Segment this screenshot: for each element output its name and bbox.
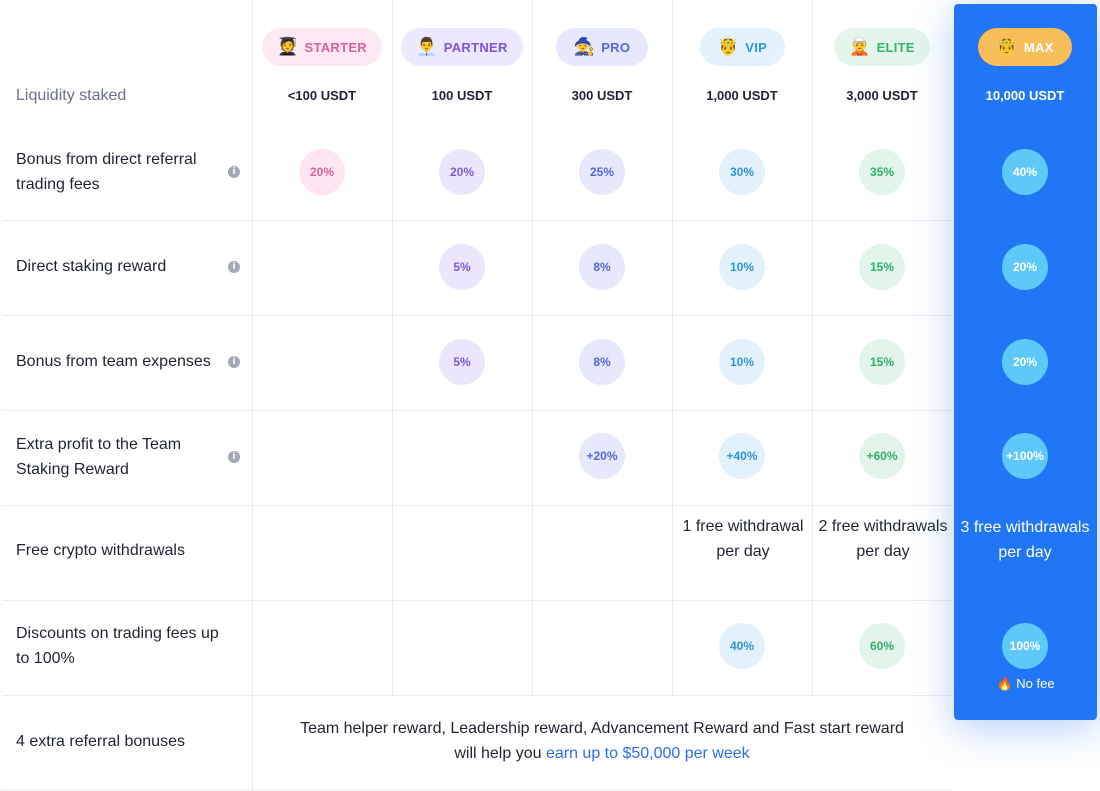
tier-amount-starter: <100 USDT: [287, 88, 357, 103]
extra-bonuses-line2: will help you earn up to $50,000 per wee…: [454, 745, 750, 762]
row-label-extra-bonuses: 4 extra referral bonuses: [16, 733, 185, 750]
tier-name: STARTER: [304, 39, 367, 55]
tier-amount-vip: 1,000 USDT: [706, 88, 778, 103]
tier-amount-elite: 3,000 USDT: [846, 88, 918, 103]
row-label-withdrawals: Free crypto withdrawals: [16, 542, 185, 559]
tier-name: ELITE: [876, 39, 915, 55]
row-label-liquidity: Liquidity staked: [16, 87, 127, 104]
extra-bonuses-line1: Team helper reward, Leadership reward, A…: [300, 720, 904, 737]
student-icon: 🧑‍🎓: [277, 37, 299, 57]
info-icon[interactable]: i: [228, 166, 240, 178]
row-bg: [2, 600, 952, 695]
info-icon[interactable]: i: [228, 261, 240, 273]
row-bg: [2, 410, 952, 505]
tier-name: MAX: [1023, 39, 1054, 55]
tier-pill-max[interactable]: 🤴 MAX: [978, 28, 1072, 66]
tier-amount-partner: 100 USDT: [431, 88, 493, 103]
prince-icon: 🤴: [717, 37, 740, 57]
row-divider: [2, 505, 952, 506]
row-divider: [2, 600, 952, 601]
withdrawal-text-elite: 2 free withdrawals per day: [818, 518, 948, 560]
value-circle: 20%: [439, 149, 485, 195]
value-circle: 35%: [859, 149, 905, 195]
value-circle: 25%: [579, 149, 625, 195]
businessman-icon: 👨‍💼: [416, 37, 438, 57]
value-circle: 8%: [579, 244, 625, 290]
row-label-team-expenses: Bonus from team expenses: [16, 353, 211, 370]
row-divider: [2, 315, 952, 316]
info-icon[interactable]: i: [228, 451, 240, 463]
king-icon: 🤴: [996, 37, 1018, 57]
value-circle: 5%: [439, 244, 485, 290]
row-divider: [2, 789, 952, 790]
tier-pill-pro[interactable]: 🧙 PRO: [556, 28, 648, 66]
value-circle: 100%: [1002, 623, 1048, 669]
tier-name: PARTNER: [443, 39, 508, 55]
fire-icon: 🔥: [996, 677, 1013, 692]
value-circle: +40%: [719, 433, 765, 479]
extra-bonuses-description: Team helper reward, Leadership reward, A…: [252, 716, 952, 766]
withdrawal-text-vip: 1 free withdrawal per day: [682, 518, 804, 560]
value-circle: 5%: [439, 339, 485, 385]
value-circle: 60%: [859, 623, 905, 669]
no-fee-note: 🔥 No fee: [996, 676, 1055, 692]
value-circle: 20%: [1002, 339, 1048, 385]
value-circle: 8%: [579, 339, 625, 385]
tier-amount-pro: 300 USDT: [571, 88, 633, 103]
value-circle: 40%: [1002, 149, 1048, 195]
tier-pill-starter[interactable]: 🧑‍🎓 STARTER: [262, 28, 382, 66]
value-circle: +60%: [859, 433, 905, 479]
row-label-discounts: Discounts on trading fees up to 100%: [16, 625, 219, 667]
value-circle: 10%: [719, 339, 765, 385]
tier-pill-vip[interactable]: 🤴 VIP: [700, 28, 785, 66]
row-divider: [2, 220, 952, 221]
value-circle: 10%: [719, 244, 765, 290]
value-circle: 40%: [719, 623, 765, 669]
tier-pill-elite[interactable]: 🧝 ELITE: [834, 28, 930, 66]
row-label-extra-profit: Extra profit to the Team Staking Reward: [16, 436, 182, 478]
info-icon[interactable]: i: [228, 356, 240, 368]
column-divider: [672, 0, 673, 695]
column-divider: [252, 0, 253, 791]
tier-name: PRO: [601, 39, 631, 55]
withdrawal-text-max: 3 free withdrawals per day: [960, 519, 1090, 561]
row-label-direct-staking: Direct staking reward: [16, 258, 167, 275]
value-circle: 15%: [859, 339, 905, 385]
elf-icon: 🧝: [849, 37, 871, 57]
tier-pill-partner[interactable]: 👨‍💼 PARTNER: [401, 28, 523, 66]
value-circle: 30%: [719, 149, 765, 195]
column-divider: [392, 0, 393, 695]
tier-amount-max: 10,000 USDT: [985, 88, 1065, 103]
row-label-bonus-direct: Bonus from direct referral trading fees: [16, 151, 197, 193]
column-divider: [532, 0, 533, 695]
wizard-icon: 🧙: [573, 37, 596, 57]
row-divider: [2, 410, 952, 411]
earn-highlight-link[interactable]: earn up to $50,000 per week: [545, 745, 750, 762]
value-circle: +20%: [579, 433, 625, 479]
tier-name: VIP: [745, 39, 768, 55]
value-circle: 20%: [299, 149, 345, 195]
value-circle: +100%: [1002, 433, 1048, 479]
max-tier-column: 🤴 MAX 10,000 USDT 40% 20% 20% +100% 3 fr…: [954, 4, 1097, 720]
row-divider: [2, 695, 952, 696]
column-divider: [812, 0, 813, 695]
value-circle: 15%: [859, 244, 905, 290]
value-circle: 20%: [1002, 244, 1048, 290]
